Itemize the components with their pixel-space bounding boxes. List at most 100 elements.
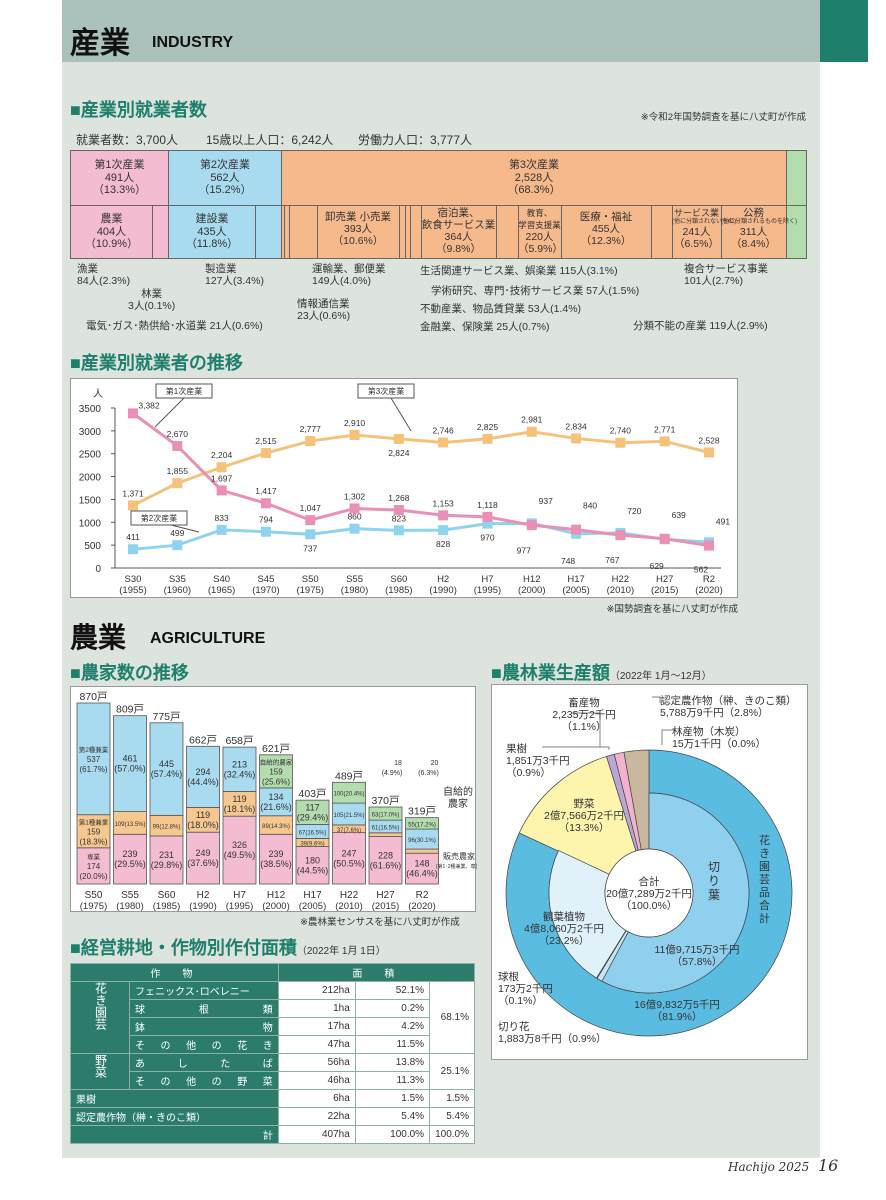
crop-name: その他の野菜 — [129, 1071, 279, 1090]
area-ha: 6ha — [277, 1089, 356, 1108]
bar-segment — [76, 814, 111, 849]
x-tick-label: R2 — [703, 574, 715, 585]
count: 311人 — [739, 226, 768, 238]
area-pct: 52.1% — [354, 981, 431, 1000]
value: 149人(4.0%) — [312, 275, 371, 287]
divider — [399, 205, 400, 259]
data-label: 2,825 — [477, 422, 499, 432]
data-point — [260, 448, 271, 459]
data-label: 1,417 — [255, 486, 277, 496]
agriculture-block: 農業 404人 （10.9%） — [70, 205, 153, 259]
count: 562人 — [210, 171, 240, 184]
x-tick-year: (1990) — [429, 585, 456, 596]
header-accent — [820, 0, 868, 62]
data-label: 737 — [303, 543, 317, 553]
table-header: 作 物面 積 — [70, 963, 476, 982]
data-point — [172, 440, 183, 451]
area-heading: ■経営耕地・作物別作付面積（2022年 1月 1日） — [70, 934, 386, 960]
x-tick-label: S50 — [302, 574, 319, 585]
pct: （0.1%） — [498, 995, 543, 1007]
data-label: 1,371 — [122, 488, 144, 498]
segment-label: 174 — [87, 862, 101, 871]
table-row: その他の野菜 46ha 11.3% — [71, 1071, 475, 1090]
stat-labor: 労働力人口：3,777人 — [358, 133, 473, 147]
crop-name: 球根類 — [129, 999, 279, 1018]
x-tick-label: H7 — [481, 574, 493, 585]
name: 果樹 — [506, 743, 527, 755]
crop-name: 鉢物 — [129, 1017, 279, 1036]
x-tick-label: S45 — [257, 574, 274, 585]
callout-forestry: 林業 3人(0.1%) — [128, 288, 175, 312]
table-row: 球根類 1ha 0.2% — [71, 999, 475, 1018]
divider — [672, 205, 673, 259]
x-tick-label: H2 — [197, 890, 210, 901]
data-label: 2,824 — [388, 448, 410, 458]
x-tick-label: H27 — [656, 574, 673, 585]
public-label: 公務 (他に分類されるものを除く) 311人 （8.4%） — [721, 207, 797, 250]
segment-label: 445 — [159, 759, 174, 769]
agri-title-ja: 農業 — [70, 622, 127, 653]
label: 第3次産業 — [508, 159, 560, 172]
segment-label: (38.5%) — [260, 859, 292, 869]
value: 4億8,060万2千円 — [524, 923, 604, 935]
label-bulb: 球根 173万2千円 （0.1%） — [498, 971, 553, 1007]
segment-label: 461 — [122, 754, 137, 764]
callout-research: 学術研究、専門･技術サービス業 57人(1.5%) — [431, 285, 640, 297]
label: 製造業 — [205, 263, 237, 275]
segment-label: 37(7.6%) — [337, 828, 361, 834]
bar-total-label: 775戸 — [152, 711, 180, 723]
series-callout-box — [357, 383, 415, 399]
callout-realestate: 不動産業、物品賃貸業 53人(1.4%) — [420, 303, 582, 315]
production-heading: ■農林業生産額（2022年 1月～12月） — [491, 659, 712, 685]
segment-label: (49.5%) — [224, 850, 256, 860]
label-livestock: 畜産物 2,235万2千円 （1.1%） — [534, 697, 634, 733]
donut-hole — [604, 848, 694, 938]
data-label: 639 — [672, 510, 686, 520]
divider — [496, 205, 497, 259]
segment-label: (29.4%) — [297, 812, 329, 822]
name: 観葉植物 — [543, 911, 585, 923]
segment-label: (46.4%) — [406, 869, 438, 879]
pct: （81.9%） — [651, 1011, 703, 1023]
bar-total-label: 809戸 — [116, 704, 144, 716]
data-point — [128, 544, 138, 555]
pct: （0.9%） — [506, 767, 551, 779]
external-segment-label: 18 — [394, 760, 402, 767]
segment-label: (61.7%) — [79, 765, 107, 774]
data-point — [704, 540, 714, 551]
label: 飲食サービス業 — [421, 219, 496, 231]
callout-composite: 複合サービス事業 101人(2.7%) — [684, 263, 768, 287]
segment-label: 119 — [196, 810, 210, 820]
bar-total-label: 662戸 — [189, 734, 217, 746]
unclassified-sub-block — [786, 205, 807, 259]
x-tick-year: (2010) — [607, 585, 634, 596]
trend-heading: ■産業別就業者の推移 — [70, 353, 243, 373]
x-tick-label: S60 — [158, 890, 176, 901]
label: 学習支援業 — [518, 220, 561, 230]
segment-label: (18.0%) — [187, 820, 219, 830]
x-tick-year: (1990) — [189, 901, 216, 912]
area-ha: 56ha — [277, 1053, 356, 1072]
bar-segment — [295, 846, 330, 885]
crop-name: フェニックス･ロベレニー — [129, 981, 279, 1000]
group-flower: 花き園芸 — [70, 981, 130, 1054]
data-label: 2,746 — [433, 425, 455, 435]
data-label: 1,047 — [300, 503, 322, 513]
series-callout-label: 第3次産業 — [368, 386, 404, 396]
segment-label: 228 — [378, 850, 393, 860]
area-ha: 407ha — [277, 1125, 356, 1144]
x-tick-year: (1965) — [208, 585, 235, 596]
x-tick-year: (2020) — [695, 585, 722, 596]
x-tick-label: S55 — [121, 890, 139, 901]
y-tick-label: 3500 — [79, 404, 102, 415]
data-label: 2,204 — [211, 450, 233, 460]
count: 241人 — [682, 226, 711, 238]
area-ha: 22ha — [277, 1107, 356, 1126]
data-label: 1,268 — [388, 493, 410, 503]
bar-segment — [368, 806, 403, 821]
bar-segment — [332, 781, 366, 804]
bar-segment — [76, 847, 111, 885]
callout-line — [170, 524, 200, 533]
data-label: 2,771 — [654, 424, 676, 434]
data-point — [393, 505, 404, 516]
